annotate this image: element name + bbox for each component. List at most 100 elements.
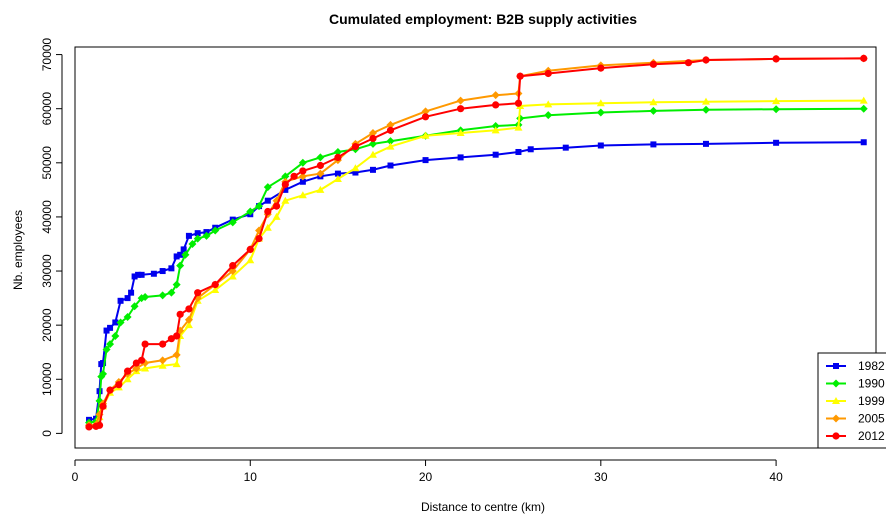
y-tick-label-6: 60000 [40,92,54,126]
y-tick-label-0: 0 [40,430,54,437]
data-point-1999-12 [184,321,193,329]
data-point-1982-6 [107,324,114,331]
data-point-1999-33 [596,99,605,107]
data-point-1982-34 [387,162,394,169]
y-tick-label-7: 70000 [40,38,54,72]
data-point-1990-41 [701,105,710,114]
data-point-1990-5 [102,345,111,354]
data-point-1982-19 [180,246,187,253]
data-point-1999-29 [491,126,500,134]
data-point-2012-16 [211,280,219,289]
data-point-2012-2 [95,421,104,429]
data-point-1990-22 [228,218,237,227]
data-point-1982-8 [117,297,124,304]
data-point-1999-8 [141,364,150,372]
legend-marker-2005 [832,414,840,423]
data-point-1982-45 [860,139,867,146]
data-point-2005-25 [368,129,377,138]
data-point-1982-38 [515,148,522,155]
data-point-2012-12 [173,332,181,340]
data-point-1982-15 [159,268,166,275]
x-tick-label-2: 20 [419,470,433,484]
data-point-2012-17 [229,262,237,270]
legend-marker-1982 [833,363,839,369]
chart-title: Cumulated employment: B2B supply activit… [329,11,637,27]
legend-label-1982: 1982 [858,359,885,373]
legend-label-1990: 1990 [858,377,885,391]
series-1982 [86,139,867,423]
data-point-1999-27 [421,131,430,139]
data-point-2012-23 [290,172,298,180]
data-point-1999-25 [368,150,377,158]
data-point-1982-17 [173,253,180,260]
data-point-1990-27 [298,158,307,167]
data-point-1982-37 [492,151,499,158]
data-point-2012-0 [85,423,93,431]
series-line-2005 [88,57,864,427]
data-point-2005-10 [172,350,181,359]
data-point-2012-14 [185,305,193,313]
data-point-1990-16 [176,261,185,270]
data-point-2012-38 [684,59,693,67]
data-point-1999-36 [772,97,781,105]
data-point-1990-40 [649,106,658,115]
data-point-2012-5 [115,381,123,389]
data-point-2005-9 [158,356,167,365]
data-point-1990-20 [202,231,211,240]
data-point-1999-9 [158,361,167,369]
data-point-2005-26 [386,120,395,129]
data-point-2012-20 [264,207,272,216]
data-point-2012-27 [351,142,360,151]
data-point-1999-19 [272,212,281,220]
data-point-1990-10 [130,302,139,311]
data-point-1990-39 [596,108,605,117]
data-point-1999-37 [859,96,868,104]
data-point-1982-36 [457,154,464,161]
data-point-1982-35 [422,157,429,164]
data-point-1999-22 [316,185,325,193]
series-line-2012 [88,57,864,428]
series-2005 [85,54,868,430]
data-point-1990-29 [333,147,342,156]
data-point-1982-14 [150,270,157,277]
data-point-2012-30 [421,113,430,121]
data-point-1999-20 [281,196,290,204]
data-point-1999-32 [544,100,553,108]
data-point-1990-4 [99,369,108,378]
data-point-1990-13 [158,291,167,300]
data-point-1982-7 [112,319,119,326]
data-point-1990-18 [188,239,197,248]
data-point-1990-21 [211,226,220,235]
series-layer [85,54,868,431]
data-point-2012-19 [255,234,263,243]
series-2012 [85,54,868,431]
data-point-2012-15 [194,289,202,297]
data-point-2012-18 [246,245,254,253]
data-point-2012-3 [99,402,107,410]
legend-marker-1999 [832,397,840,404]
data-point-1999-15 [228,272,237,280]
y-tick-label-3: 30000 [40,254,54,288]
data-point-1990-38 [544,111,553,120]
data-point-1999-23 [333,175,342,183]
data-point-2005-21 [298,172,307,181]
data-point-1982-11 [131,273,138,280]
data-point-2012-6 [123,367,132,375]
data-point-1990-12 [141,293,150,302]
data-point-1982-18 [177,251,184,258]
data-point-1982-29 [299,178,306,185]
y-tick-label-2: 20000 [40,308,54,342]
data-point-2012-33 [514,99,523,107]
data-point-1982-31 [334,170,341,177]
data-point-2012-41 [860,54,868,62]
legend-label-2005: 2005 [858,412,885,426]
data-point-1982-42 [650,141,657,148]
data-point-2012-37 [649,60,658,68]
data-point-2012-29 [386,126,395,134]
axes: 0 10 20 30 40 0 10000 20000 30000 40000 50000 60000… [40,38,783,484]
data-point-1990-35 [491,122,500,131]
data-point-2012-40 [772,55,780,63]
legend-marker-1990 [832,379,840,388]
data-point-1999-30 [514,123,523,131]
